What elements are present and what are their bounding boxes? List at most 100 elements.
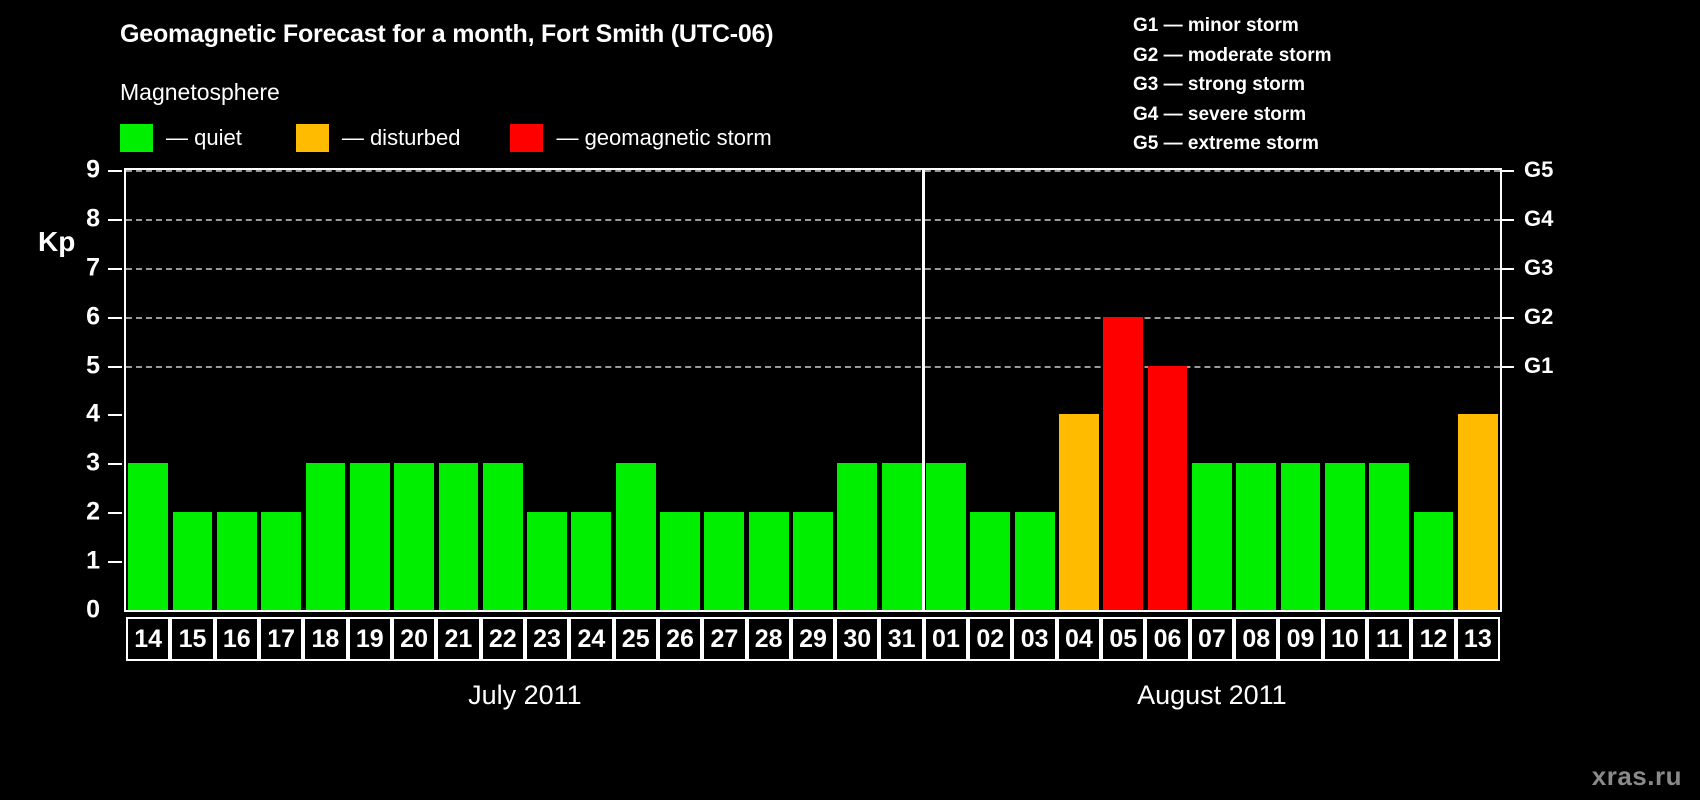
bar-25[interactable] — [615, 463, 656, 610]
date-cell-27[interactable]: 27 — [702, 617, 747, 661]
bar-28[interactable] — [748, 512, 789, 610]
date-cell-11[interactable]: 11 — [1367, 617, 1412, 661]
legend-swatch-storm — [510, 124, 544, 152]
month-caption-2: August 2011 — [1137, 680, 1287, 710]
watermark: xras.ru — [1591, 761, 1682, 791]
legend-swatch-disturbed — [295, 124, 329, 152]
date-cell-26[interactable]: 26 — [657, 617, 703, 661]
date-cell-06[interactable]: 06 — [1145, 617, 1190, 661]
date-cell-28[interactable]: 28 — [746, 617, 791, 661]
page-title: Geomagnetic Forecast for a month, Fort S… — [120, 20, 774, 48]
y-tick-mark — [108, 267, 122, 270]
date-cell-20[interactable]: 20 — [391, 617, 437, 661]
bar-01[interactable] — [926, 463, 966, 610]
date-cell-31[interactable]: 31 — [879, 617, 924, 661]
date-cell-14[interactable]: 14 — [126, 617, 171, 661]
date-cell-13[interactable]: 13 — [1455, 617, 1500, 661]
bar-14[interactable] — [128, 463, 169, 610]
y-tick-mark — [108, 561, 122, 564]
month-divider — [922, 170, 926, 610]
bar-04[interactable] — [1059, 414, 1099, 610]
bar-15[interactable] — [172, 512, 213, 610]
bar-06[interactable] — [1147, 365, 1188, 610]
bar-13[interactable] — [1457, 414, 1498, 610]
y-tick-mark — [108, 365, 122, 368]
chart-plot-area — [124, 168, 1502, 612]
date-cell-17[interactable]: 17 — [258, 617, 304, 661]
bar-27[interactable] — [704, 512, 745, 610]
date-cell-18[interactable]: 18 — [303, 617, 348, 661]
date-cell-10[interactable]: 10 — [1322, 617, 1368, 661]
legend-label-storm: — geomagnetic storm — [556, 125, 772, 150]
bar-16[interactable] — [216, 512, 257, 610]
bar-24[interactable] — [571, 512, 612, 610]
bar-12[interactable] — [1413, 512, 1454, 610]
date-cell-05[interactable]: 05 — [1101, 617, 1146, 661]
bar-31[interactable] — [881, 463, 922, 610]
plot-inner — [126, 170, 1500, 610]
date-label-row: 14 15 16 17 18 19 20 21 22 23 24 25 26 27 28 29 30 31 01 02… — [124, 617, 1502, 661]
bar-11[interactable] — [1369, 463, 1410, 610]
bar-08[interactable] — [1236, 463, 1277, 610]
y-tick-label-7: 7 — [86, 253, 100, 282]
date-cell-23[interactable]: 23 — [524, 617, 570, 661]
bar-30[interactable] — [837, 463, 878, 610]
g-tick-mark — [1502, 218, 1514, 221]
y-tick-mark — [108, 414, 122, 417]
legend-label-disturbed: — disturbed — [341, 125, 461, 150]
legend-swatch-quiet — [120, 124, 153, 152]
bars-layer — [126, 170, 1500, 610]
y-tick-mark — [108, 218, 122, 221]
y-tick-mark — [108, 316, 122, 319]
date-cell-09[interactable]: 09 — [1278, 617, 1323, 661]
bar-05[interactable] — [1103, 316, 1144, 610]
date-cell-12[interactable]: 12 — [1411, 617, 1456, 661]
month-caption-1: July 2011 — [468, 680, 582, 710]
date-cell-21[interactable]: 21 — [436, 617, 481, 661]
y-tick-mark — [108, 512, 122, 515]
gridline-kp-9 — [126, 170, 1500, 172]
date-cell-08[interactable]: 08 — [1234, 617, 1279, 661]
y-tick-mark — [108, 463, 122, 466]
date-cell-22[interactable]: 22 — [480, 617, 525, 661]
g-tick-mark — [1502, 365, 1514, 368]
color-legend: — quiet — disturbed — geomagnetic storm — [120, 124, 772, 152]
gridline-kp-5 — [126, 365, 1500, 368]
bar-20[interactable] — [394, 463, 434, 610]
date-cell-19[interactable]: 19 — [347, 617, 392, 661]
date-cell-24[interactable]: 24 — [569, 617, 614, 661]
y-axis-title: Kp — [38, 226, 76, 257]
bar-10[interactable] — [1324, 463, 1365, 610]
bar-23[interactable] — [527, 512, 567, 610]
date-cell-25[interactable]: 25 — [613, 617, 658, 661]
bar-22[interactable] — [482, 463, 523, 610]
date-cell-16[interactable]: 16 — [214, 617, 259, 661]
bar-18[interactable] — [305, 463, 346, 610]
y-tick-label-0: 0 — [86, 595, 100, 624]
bar-19[interactable] — [349, 463, 390, 610]
bar-21[interactable] — [438, 463, 479, 610]
y-tick-label-9: 9 — [86, 155, 100, 184]
date-cell-02[interactable]: 02 — [968, 617, 1013, 661]
bar-07[interactable] — [1191, 463, 1232, 610]
legend-item-quiet: — quiet — [120, 124, 242, 152]
date-cell-15[interactable]: 15 — [170, 617, 215, 661]
bar-17[interactable] — [261, 512, 302, 610]
date-cell-30[interactable]: 30 — [835, 617, 880, 661]
gridline-kp-6 — [126, 316, 1500, 319]
gscale-legend: G1 — minor storm G2 — moderate storm G3 — … — [1133, 11, 1332, 159]
bar-02[interactable] — [970, 512, 1011, 610]
gscale-legend-line-4: G4 — severe storm — [1133, 103, 1307, 125]
date-cell-04[interactable]: 04 — [1056, 617, 1102, 661]
bar-09[interactable] — [1280, 463, 1321, 610]
date-cell-07[interactable]: 07 — [1189, 617, 1235, 661]
y-axis: 0 1 2 3 4 5 6 7 8 9 — [0, 157, 124, 622]
date-cell-01[interactable]: 01 — [923, 617, 969, 661]
bar-03[interactable] — [1014, 512, 1055, 610]
bar-26[interactable] — [660, 512, 700, 610]
g-tick-label-G1: G1 — [1524, 352, 1554, 378]
bar-29[interactable] — [793, 512, 833, 610]
date-cell-29[interactable]: 29 — [790, 617, 836, 661]
date-cell-03[interactable]: 03 — [1012, 617, 1057, 661]
gscale-legend-line-3: G3 — strong storm — [1133, 74, 1306, 95]
